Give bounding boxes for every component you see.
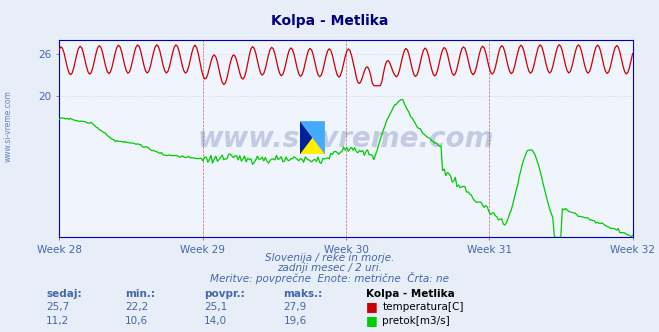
Text: 11,2: 11,2 bbox=[46, 316, 69, 326]
Text: 25,7: 25,7 bbox=[46, 302, 69, 312]
Text: www.si-vreme.com: www.si-vreme.com bbox=[198, 124, 494, 153]
Text: www.si-vreme.com: www.si-vreme.com bbox=[3, 90, 13, 162]
Text: sedaj:: sedaj: bbox=[46, 289, 82, 299]
Text: 27,9: 27,9 bbox=[283, 302, 306, 312]
Text: 10,6: 10,6 bbox=[125, 316, 148, 326]
Text: Kolpa - Metlika: Kolpa - Metlika bbox=[366, 289, 455, 299]
Text: temperatura[C]: temperatura[C] bbox=[382, 302, 464, 312]
Text: 22,2: 22,2 bbox=[125, 302, 148, 312]
Text: 14,0: 14,0 bbox=[204, 316, 227, 326]
Text: Kolpa - Metlika: Kolpa - Metlika bbox=[271, 14, 388, 28]
Polygon shape bbox=[300, 121, 325, 154]
Text: 19,6: 19,6 bbox=[283, 316, 306, 326]
Text: Meritve: povprečne  Enote: metrične  Črta: ne: Meritve: povprečne Enote: metrične Črta:… bbox=[210, 272, 449, 284]
Text: ■: ■ bbox=[366, 314, 378, 327]
Text: ■: ■ bbox=[366, 300, 378, 313]
Text: maks.:: maks.: bbox=[283, 289, 323, 299]
Text: zadnji mesec / 2 uri.: zadnji mesec / 2 uri. bbox=[277, 263, 382, 273]
Text: povpr.:: povpr.: bbox=[204, 289, 245, 299]
Polygon shape bbox=[300, 121, 312, 154]
Text: pretok[m3/s]: pretok[m3/s] bbox=[382, 316, 450, 326]
Text: Slovenija / reke in morje.: Slovenija / reke in morje. bbox=[265, 253, 394, 263]
Text: 25,1: 25,1 bbox=[204, 302, 227, 312]
Text: min.:: min.: bbox=[125, 289, 156, 299]
